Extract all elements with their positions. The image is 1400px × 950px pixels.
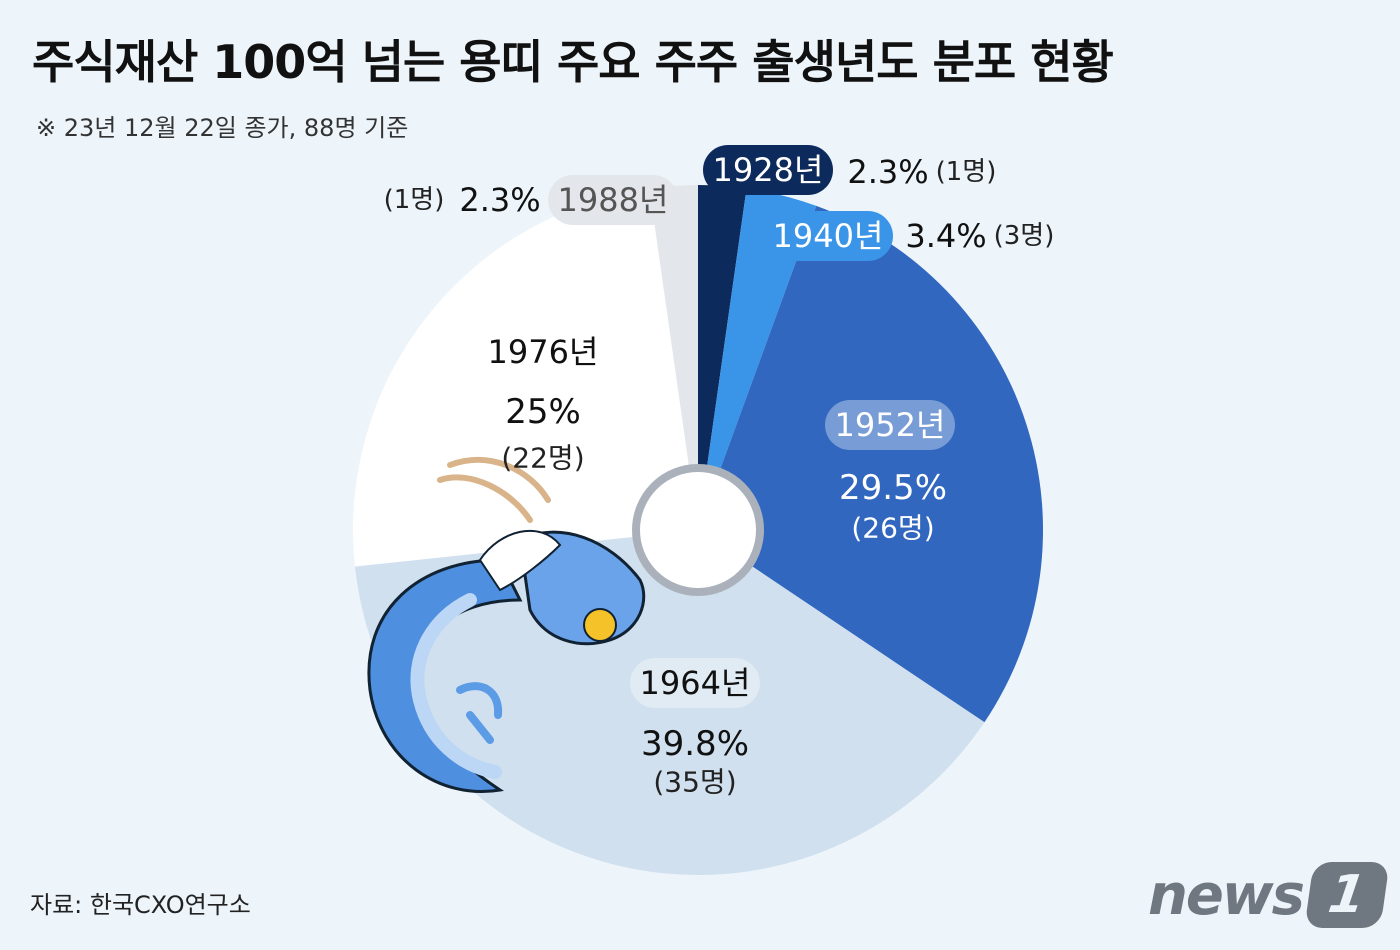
logo-text: news xyxy=(1148,862,1305,928)
percent-label: 39.8% xyxy=(641,724,749,764)
category-pill-1952 xyxy=(825,400,955,450)
source-label: 자료: 한국CXO연구소 xyxy=(30,891,251,919)
pie-slice-1952 xyxy=(698,205,1043,723)
chart-slices xyxy=(353,185,1043,876)
count-label: (35명) xyxy=(653,766,736,799)
page-subtitle: ※ 23년 12월 22일 종가, 88명 기준 xyxy=(36,114,409,142)
dragon-illustration xyxy=(367,456,646,793)
category-label: 1952년 xyxy=(835,406,946,444)
percent-label: 2.3% xyxy=(459,181,540,219)
category-pill-1940 xyxy=(763,211,893,261)
category-label: 1976년 xyxy=(488,333,599,371)
category-pill-1964 xyxy=(630,658,760,708)
pie-slice-1940 xyxy=(698,188,817,530)
percent-label: 25% xyxy=(505,392,581,432)
pie-slice-1928 xyxy=(698,185,747,530)
count-label: (22명) xyxy=(501,442,584,475)
category-label: 1928년 xyxy=(713,151,824,189)
count-label: (1명) xyxy=(384,185,445,215)
count-label: (1명) xyxy=(936,157,997,187)
news1-logo: news 1 xyxy=(1148,862,1390,928)
category-label: 1988년 xyxy=(558,181,669,219)
category-pill-1976 xyxy=(478,327,608,377)
donut-hole xyxy=(632,464,764,596)
percent-label: 2.3% xyxy=(847,153,928,191)
pie-slice-1988 xyxy=(649,185,698,530)
chart-labels: 1928년 2.3% (1명) 1940년 3.4% (3명) 1952년 29.5% (26명… xyxy=(384,145,1055,799)
logo-badge: 1 xyxy=(1304,862,1390,928)
percent-label: 29.5% xyxy=(839,468,947,508)
count-label: (26명) xyxy=(851,512,934,545)
percent-label: 3.4% xyxy=(905,217,986,255)
count-label: (3명) xyxy=(994,221,1055,251)
category-pill-1988 xyxy=(548,175,678,225)
category-label: 1940년 xyxy=(773,217,884,255)
pie-slice-1976 xyxy=(353,188,698,567)
category-label: 1964년 xyxy=(640,664,751,702)
pie-slice-1964 xyxy=(354,530,985,876)
page-title: 주식재산 100억 넘는 용띠 주요 주주 출생년도 분포 현황 xyxy=(32,35,1114,89)
category-pill-1928 xyxy=(703,145,833,195)
